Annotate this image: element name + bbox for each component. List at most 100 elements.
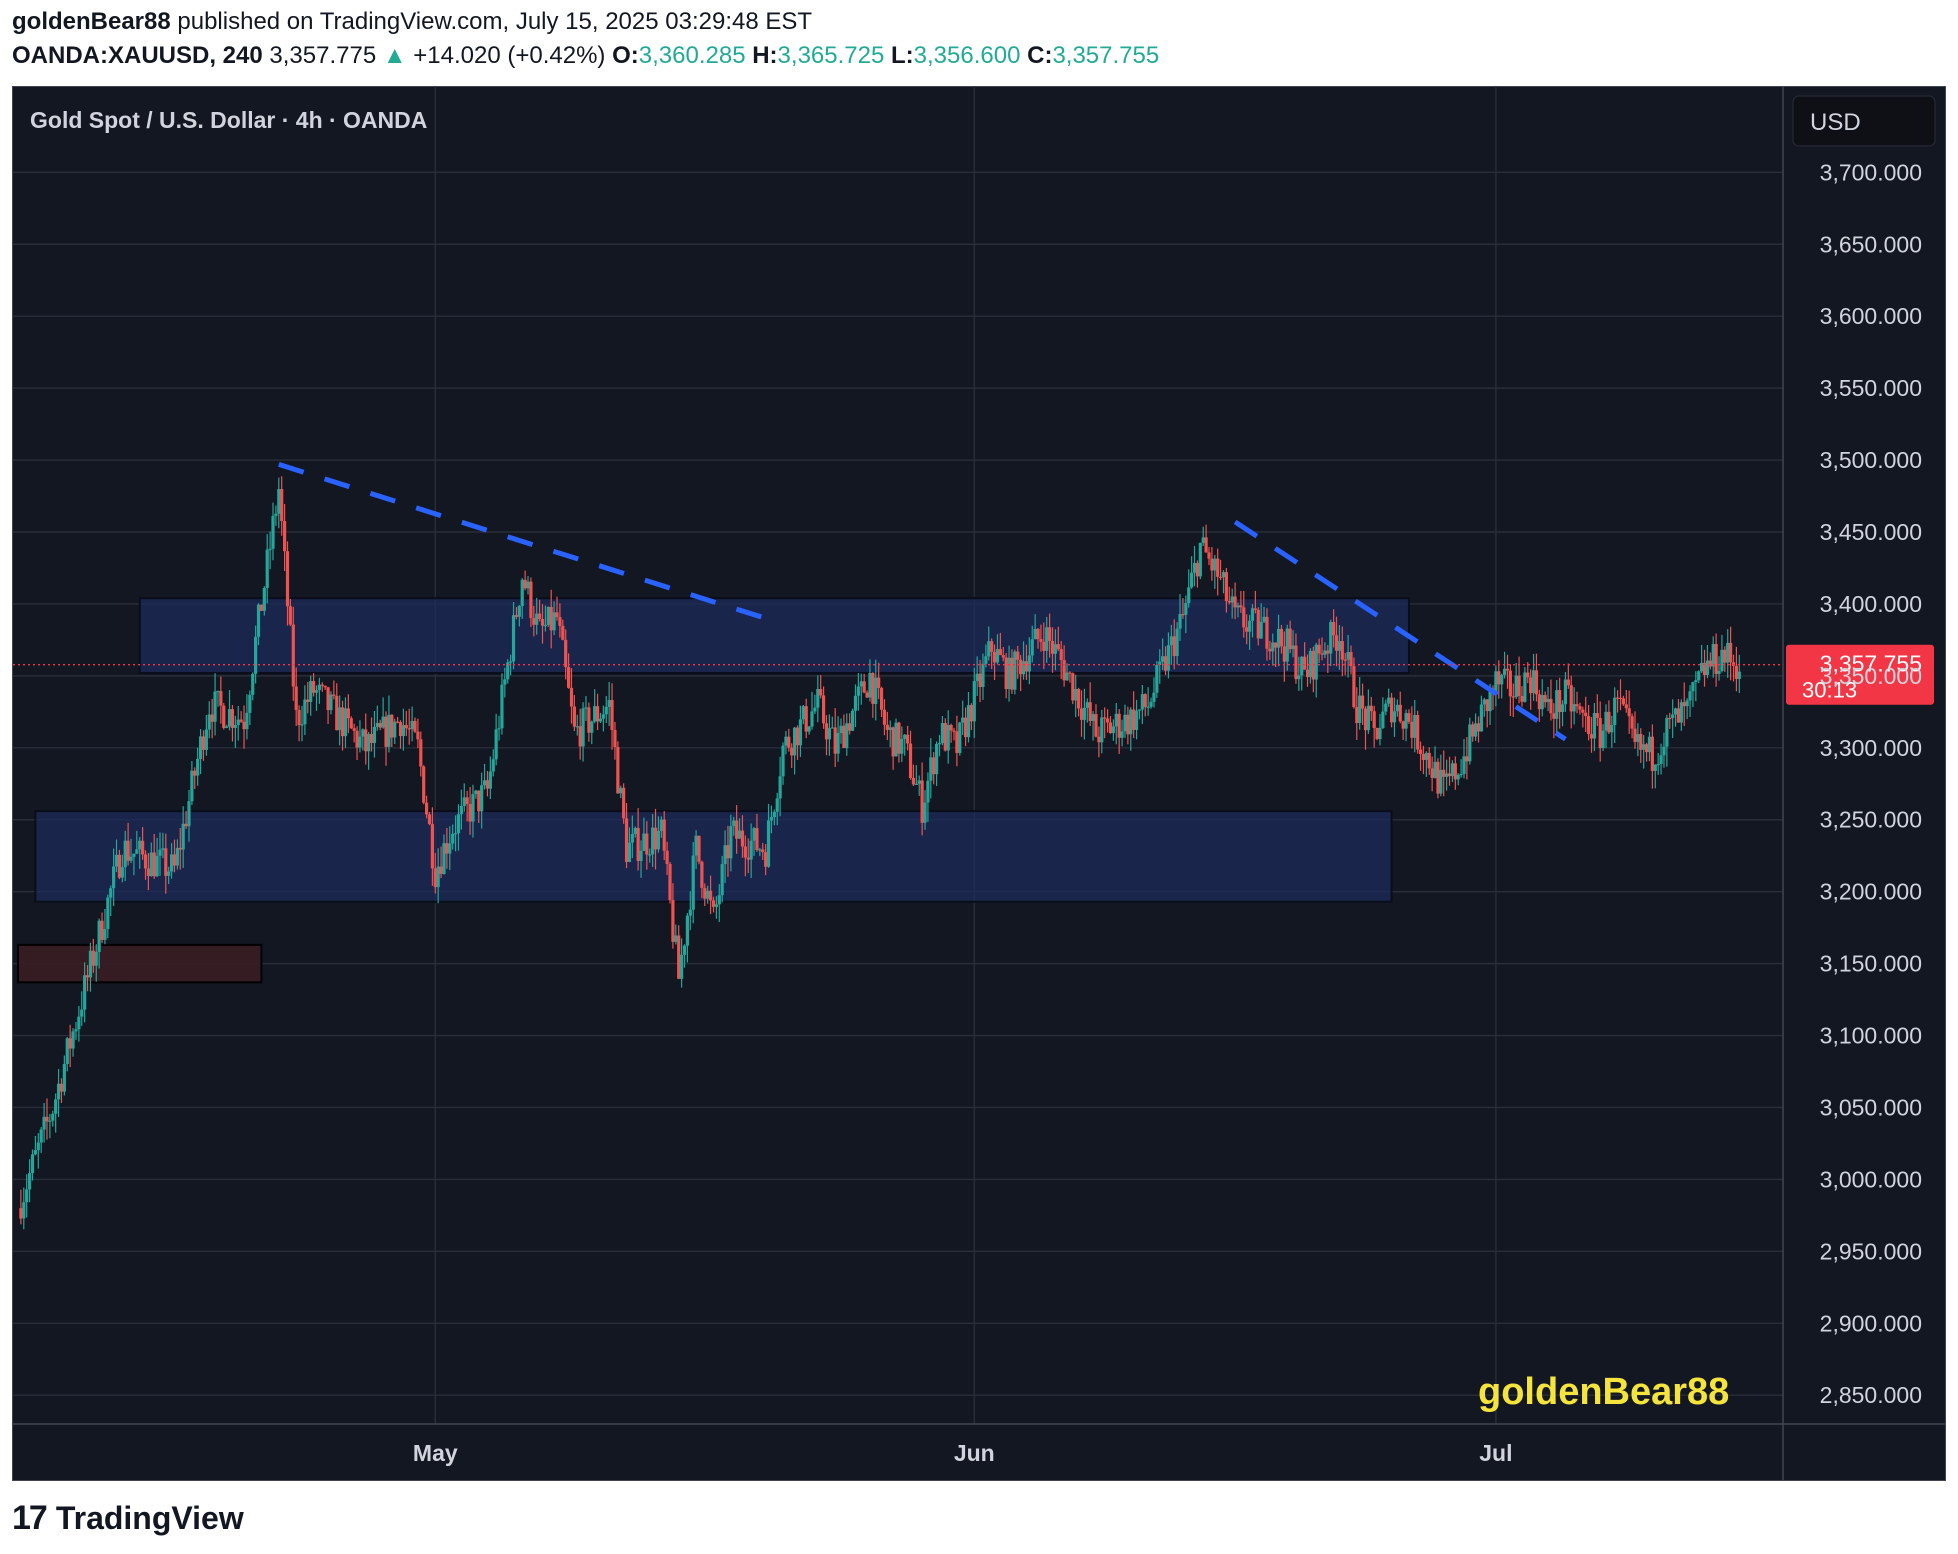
candle-body [958, 722, 962, 753]
candle-body [1395, 704, 1399, 712]
candle-body [1247, 620, 1252, 632]
candle-body [358, 736, 362, 748]
candle-body [795, 727, 800, 746]
candle-body [946, 725, 950, 751]
candle-body [871, 672, 875, 704]
candle-body [897, 722, 901, 754]
candle-body [1262, 616, 1266, 622]
candle-body [711, 900, 716, 907]
candle-body [694, 835, 698, 856]
candle-body [242, 721, 246, 730]
candle-body [1303, 656, 1307, 670]
candle-body [152, 852, 156, 877]
candle-body [1134, 710, 1139, 730]
candle-body [839, 725, 843, 733]
candle-body [987, 641, 991, 657]
candle-body [1210, 558, 1214, 571]
candle-body [723, 845, 727, 865]
candle-body [627, 842, 632, 862]
last-price: 3,357.775 [269, 42, 377, 69]
candle-body [1644, 744, 1649, 753]
candle-body [972, 681, 976, 722]
candle-body [1021, 661, 1026, 675]
candle-body [1062, 660, 1066, 681]
candle-body [949, 725, 953, 731]
candle-body [1190, 572, 1194, 588]
candle-body [740, 830, 745, 847]
candle-body [143, 854, 148, 869]
candle-body [1682, 702, 1686, 707]
candle-body [1360, 695, 1365, 709]
candle-body [482, 780, 487, 786]
candle-body [769, 817, 774, 821]
candle-body [282, 521, 287, 552]
candle-body [219, 691, 223, 706]
candle-body [488, 771, 492, 789]
candle-body [1540, 695, 1544, 710]
currency-label[interactable]: USD [1810, 109, 1861, 136]
y-tick-label: 3,650.000 [1820, 231, 1922, 257]
candle-body [1517, 675, 1521, 696]
candle-body [1474, 723, 1478, 737]
candle-body [564, 639, 568, 668]
candle-body [1673, 708, 1678, 715]
author-name[interactable]: goldenBear88 [12, 8, 171, 35]
candle-body [175, 847, 179, 866]
published-text: published on TradingView.com, July 15, 2… [177, 8, 813, 35]
candle-body [920, 780, 924, 823]
candle-body [65, 1038, 69, 1064]
quote-line: OANDA:XAUUSD, 240 3,357.775 ▲ +14.020 (+… [12, 42, 1159, 70]
candle-body [453, 833, 458, 835]
candle-body [900, 738, 904, 754]
candle-body [413, 720, 417, 732]
currency-button[interactable]: USD [1792, 95, 1936, 147]
candle-body [703, 887, 707, 899]
candle-body [737, 830, 742, 839]
candle-body [853, 695, 858, 711]
low-value: 3,356.600 [913, 42, 1021, 69]
candle-body [190, 770, 194, 802]
candle-body [227, 709, 232, 727]
candle-body [320, 684, 324, 686]
candle-body [1647, 736, 1652, 753]
zone-rect [34, 810, 1393, 903]
candle-body [1633, 728, 1637, 742]
candle-body [1627, 708, 1631, 717]
candle-body [807, 726, 811, 732]
candle-body [1236, 605, 1240, 608]
candle-body [1308, 650, 1313, 678]
candle-body [940, 723, 945, 744]
candle-body [1120, 731, 1124, 738]
candle-body [865, 692, 869, 698]
candle-body [1137, 709, 1142, 711]
candle-body [427, 814, 432, 825]
candle-body [906, 734, 910, 744]
candle-body [433, 868, 437, 888]
candle-body [384, 716, 388, 747]
candle-body [966, 705, 971, 738]
candle-body [1166, 645, 1171, 671]
candle-body [494, 729, 498, 760]
candle-body [856, 686, 860, 696]
candles [19, 476, 1741, 1230]
candle-body [1088, 702, 1092, 721]
candle-body [1505, 668, 1510, 671]
candle-body [1427, 752, 1431, 769]
candle-body [1720, 649, 1724, 671]
candle-body [1271, 642, 1275, 652]
candle-body [271, 515, 275, 549]
candle-body [1575, 704, 1579, 707]
candle-body [123, 840, 127, 868]
candle-body [1340, 641, 1344, 660]
candle-body [248, 694, 252, 713]
candle-body [30, 1154, 35, 1174]
candle-body [1268, 648, 1272, 652]
tradingview-logo[interactable]: 17 TradingView [12, 1496, 244, 1540]
chart-frame[interactable] [12, 86, 1946, 1481]
candle-body [335, 695, 339, 731]
candle-body [1679, 702, 1683, 723]
y-tick-label: 3,500.000 [1820, 447, 1922, 473]
candle-body [616, 747, 620, 794]
candle-body [1584, 712, 1588, 717]
